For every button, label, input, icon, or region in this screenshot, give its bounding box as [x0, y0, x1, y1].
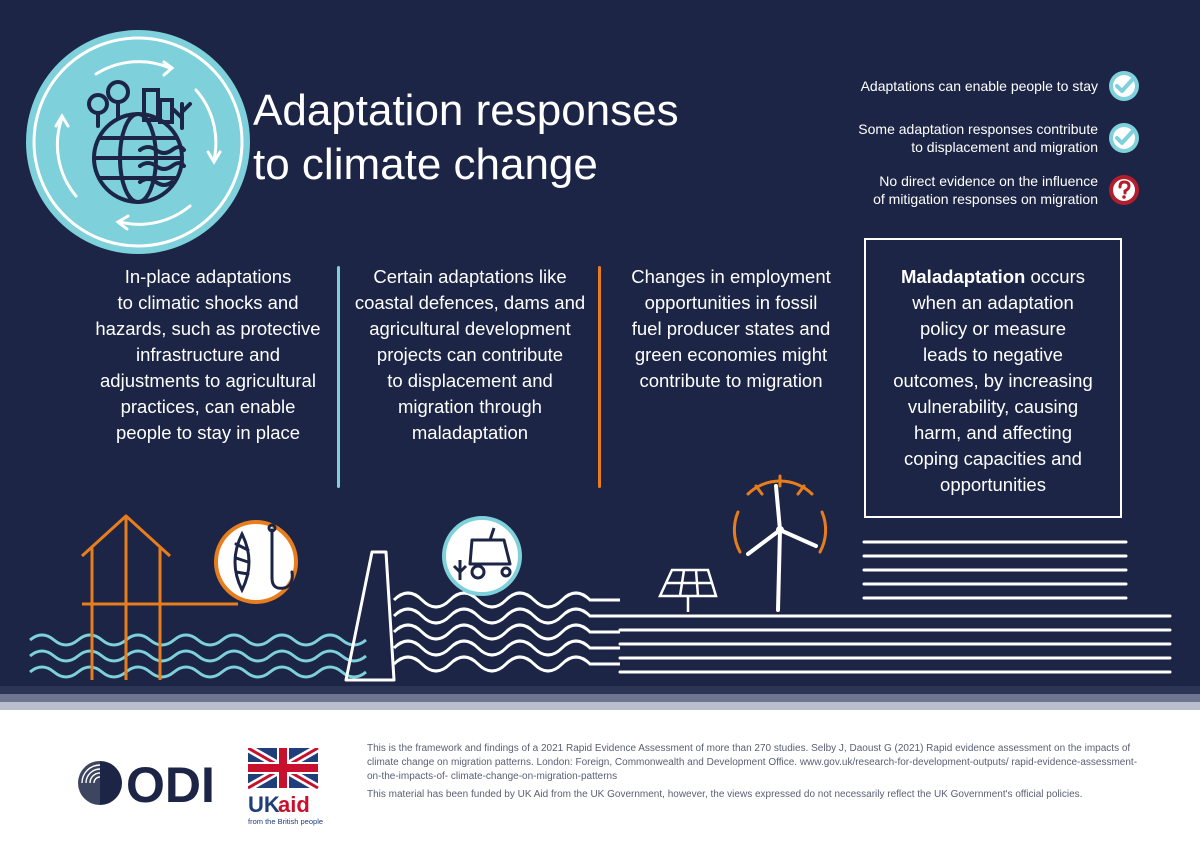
footer-citation: This is the framework and findings of a … — [367, 743, 1138, 782]
column-maladaptation: Maladaptation occurs when an adaptation … — [893, 266, 1093, 495]
legend-item-stay: Adaptations can enable people to stay — [720, 62, 1140, 110]
ukaid-aid-text: aid — [278, 792, 310, 817]
harvester-icon — [442, 516, 522, 596]
column-stay-in-place: In-place adaptations to climatic shocks … — [95, 266, 321, 443]
horizon-lines — [618, 540, 1172, 674]
solar-panel-icon — [658, 568, 718, 612]
river-waves — [392, 591, 620, 673]
stilt-house-icon — [80, 514, 238, 680]
title-line-1: Adaptation responses — [253, 86, 679, 135]
globe-emblem-icon — [26, 30, 250, 254]
footer-bands — [0, 686, 1200, 710]
check-icon — [1109, 71, 1139, 101]
title-line-2: to climate change — [253, 140, 598, 189]
check-icon — [1109, 123, 1139, 153]
legend-item-displacement: Some adaptation responses contribute to … — [720, 114, 1140, 162]
footer-text: This is the framework and findings of a … — [367, 742, 1147, 802]
question-icon — [1109, 175, 1139, 205]
legend-item-label: No direct evidence on the influence of m… — [873, 173, 1098, 207]
divider-orange — [598, 266, 601, 488]
wind-turbine-icon — [732, 474, 828, 612]
footer-disclaimer: This material has been funded by UK Aid … — [367, 789, 1083, 800]
odi-logo-text: ODI — [126, 758, 215, 808]
illustration-scene — [26, 30, 1172, 682]
odi-logo: ODI — [78, 758, 215, 808]
legend-item-label: Some adaptation responses contribute to … — [858, 121, 1098, 155]
column-displacement: Certain adaptations like coastal defence… — [354, 266, 586, 443]
legend: Adaptations can enable people to stay So… — [720, 62, 1140, 218]
maladaptation-box — [864, 238, 1122, 518]
maladaptation-term: Maladaptation — [900, 266, 1026, 287]
ukaid-logo: UK aid from the British people — [248, 748, 323, 826]
odi-logo-mark — [78, 761, 122, 805]
divider-teal — [337, 266, 340, 488]
dam-icon — [344, 550, 396, 682]
legend-item-mitigation: No direct evidence on the influence of m… — [720, 166, 1140, 214]
ukaid-tagline: from the British people — [248, 817, 323, 826]
legend-item-label: Adaptations can enable people to stay — [860, 78, 1098, 94]
page-title: Adaptation responses to climate change — [253, 84, 813, 192]
ukaid-uk-text: UK — [248, 792, 280, 817]
fish-hook-icon — [214, 520, 298, 604]
column-employment: Changes in employment opportunities in f… — [631, 266, 831, 391]
water-waves — [29, 633, 367, 679]
union-flag-icon — [248, 748, 320, 792]
footer: ODI UK aid from the British people This … — [0, 710, 1200, 848]
